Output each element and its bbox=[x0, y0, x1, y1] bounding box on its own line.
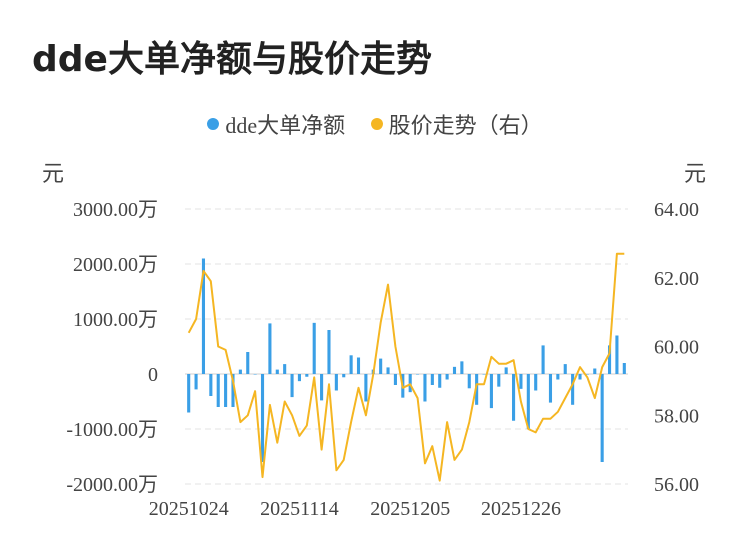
dde-bar bbox=[260, 374, 265, 462]
dde-bar bbox=[194, 374, 198, 390]
dde-bar bbox=[187, 374, 191, 413]
left-axis-unit: 元 bbox=[42, 161, 65, 186]
dde-bar bbox=[327, 330, 331, 374]
dde-bar bbox=[482, 374, 486, 375]
dde-bar bbox=[563, 364, 567, 374]
dde-bar bbox=[423, 374, 427, 402]
dde-bar bbox=[622, 363, 626, 374]
dde-bar bbox=[534, 374, 538, 391]
dde-bar bbox=[364, 374, 368, 402]
dde-bar bbox=[216, 374, 220, 407]
y-right-tick-label: 64.00 bbox=[654, 199, 699, 221]
dde-bar bbox=[416, 374, 420, 375]
dde-bar bbox=[290, 374, 294, 398]
dde-bar bbox=[467, 374, 471, 389]
dde-bar bbox=[305, 374, 309, 377]
legend-line-label: 股价走势（右） bbox=[388, 113, 543, 138]
y-right-tick-label: 58.00 bbox=[654, 405, 699, 427]
y-right-tick-label: 60.00 bbox=[654, 337, 699, 359]
dde-bar bbox=[246, 352, 250, 374]
dde-bar bbox=[393, 374, 397, 385]
dde-bar bbox=[497, 374, 501, 387]
x-tick-label: 20251205 bbox=[370, 498, 450, 520]
y-left-tick-label: -1000.00万 bbox=[66, 419, 158, 441]
dde-bar bbox=[489, 374, 493, 409]
dde-bar bbox=[334, 374, 338, 391]
dde-bar bbox=[585, 374, 589, 375]
dde-bar bbox=[615, 335, 619, 374]
x-tick-label: 20251226 bbox=[481, 498, 561, 520]
dde-bar bbox=[438, 374, 442, 388]
y-left-tick-label: 2000.00万 bbox=[73, 254, 158, 276]
dde-bar bbox=[201, 258, 206, 374]
dde-bar bbox=[452, 366, 457, 374]
y-left-tick-label: 0 bbox=[148, 364, 158, 386]
dde-bar bbox=[556, 374, 560, 380]
dde-bar bbox=[593, 368, 597, 374]
axis-labels: 3000.00万 2000.00万 1000.00万 0 -1000.00万 -2000.… bbox=[66, 199, 699, 520]
price-line bbox=[187, 252, 625, 482]
dde-bar bbox=[297, 374, 301, 382]
dde-bar bbox=[231, 374, 235, 407]
dde-bar bbox=[386, 367, 390, 374]
bar-series bbox=[187, 258, 626, 462]
dde-bar bbox=[460, 361, 464, 374]
right-axis-unit: 元 bbox=[684, 161, 707, 186]
grid-lines bbox=[185, 208, 628, 485]
dde-bar bbox=[268, 323, 272, 374]
dde-bar bbox=[224, 374, 228, 407]
dde-bar bbox=[356, 357, 361, 374]
dde-bar bbox=[349, 355, 353, 374]
dde-bar bbox=[600, 374, 604, 462]
dde-bar bbox=[541, 345, 545, 374]
dde-bar bbox=[475, 374, 479, 405]
dde-bar bbox=[283, 364, 287, 374]
x-tick-label: 20251024 bbox=[149, 498, 229, 520]
dde-bar bbox=[312, 322, 316, 374]
line-series bbox=[187, 252, 625, 482]
dde-bar bbox=[548, 374, 553, 403]
dde-bar bbox=[512, 374, 516, 421]
dde-bar bbox=[275, 369, 279, 374]
dde-bar bbox=[379, 358, 383, 374]
dde-bar bbox=[571, 374, 575, 405]
dde-bar bbox=[408, 374, 412, 393]
legend-item-line[interactable]: 股价走势（右） bbox=[370, 108, 543, 140]
y-left-tick-label: 1000.00万 bbox=[73, 309, 158, 331]
dde-bar bbox=[430, 374, 434, 385]
y-right-tick-label: 56.00 bbox=[654, 474, 699, 496]
dde-bar bbox=[320, 374, 324, 401]
dde-bar bbox=[504, 367, 508, 374]
dde-bar bbox=[342, 374, 346, 378]
legend-line-marker bbox=[370, 118, 383, 130]
x-tick-label: 20251114 bbox=[260, 498, 339, 520]
legend-bar-marker bbox=[207, 118, 220, 130]
dde-bar bbox=[578, 374, 582, 380]
legend-item-bar[interactable]: dde大单净额 bbox=[207, 108, 345, 140]
dde-bar bbox=[526, 374, 530, 429]
dde-bar bbox=[519, 374, 523, 389]
dde-bar bbox=[445, 374, 449, 380]
y-right-tick-label: 62.00 bbox=[654, 268, 699, 290]
dde-bar bbox=[253, 374, 257, 375]
dde-bar bbox=[238, 369, 242, 374]
legend-bar-label: dde大单净额 bbox=[225, 113, 346, 138]
chart-title: dde大单净额与股价走势 bbox=[32, 39, 432, 80]
dde-bar bbox=[209, 374, 213, 396]
y-left-tick-label: -2000.00万 bbox=[66, 474, 158, 496]
legend: dde大单净额 股价走势（右） bbox=[0, 108, 750, 140]
dde-bar bbox=[607, 345, 612, 374]
y-left-tick-label: 3000.00万 bbox=[73, 199, 158, 221]
